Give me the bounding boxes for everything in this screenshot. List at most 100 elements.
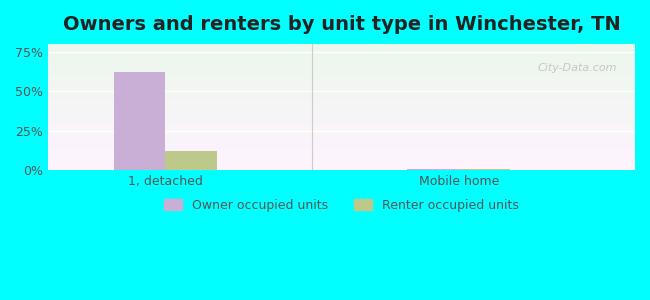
Bar [48, 119, 635, 120]
Bar [48, 86, 635, 87]
Bar [48, 152, 635, 153]
Bar [48, 68, 635, 69]
Bar [48, 150, 635, 151]
Bar [48, 139, 635, 140]
Bar [48, 146, 635, 147]
Bar [48, 106, 635, 107]
Bar [48, 78, 635, 79]
Bar [48, 87, 635, 88]
Bar [408, 169, 459, 170]
Bar [48, 82, 635, 83]
Bar [48, 57, 635, 58]
Bar [48, 50, 635, 51]
Bar [48, 114, 635, 115]
Bar [48, 140, 635, 141]
Bar [48, 165, 635, 166]
Bar [48, 63, 635, 64]
Bar [48, 54, 635, 55]
Bar [48, 77, 635, 78]
Bar [48, 136, 635, 137]
Bar [48, 135, 635, 136]
Bar [48, 157, 635, 158]
Bar [48, 158, 635, 159]
Bar [48, 80, 635, 81]
Bar [48, 79, 635, 80]
Bar [48, 81, 635, 82]
Bar [48, 124, 635, 125]
Bar [48, 101, 635, 102]
Bar [48, 96, 635, 97]
Bar [48, 168, 635, 169]
Bar [48, 153, 635, 154]
Bar [459, 169, 510, 170]
Bar [48, 148, 635, 149]
Bar [48, 99, 635, 100]
Bar [48, 163, 635, 164]
Bar [48, 121, 635, 122]
Bar [48, 55, 635, 56]
Bar [48, 70, 635, 71]
Bar [48, 89, 635, 90]
Bar [48, 108, 635, 109]
Bar [48, 93, 635, 94]
Bar [48, 94, 635, 95]
Bar [48, 48, 635, 49]
Bar [48, 115, 635, 116]
Bar [48, 100, 635, 101]
Bar [48, 118, 635, 119]
Bar [48, 151, 635, 152]
Bar [48, 141, 635, 142]
Bar [114, 72, 165, 170]
Bar [48, 169, 635, 170]
Bar [48, 52, 635, 53]
Bar [48, 145, 635, 146]
Bar [48, 149, 635, 150]
Legend: Owner occupied units, Renter occupied units: Owner occupied units, Renter occupied un… [159, 194, 524, 217]
Bar [48, 132, 635, 133]
Bar [48, 56, 635, 57]
Bar [48, 88, 635, 89]
Bar [48, 61, 635, 62]
Bar [48, 107, 635, 108]
Bar [48, 84, 635, 85]
Bar [48, 137, 635, 138]
Bar [48, 45, 635, 46]
Bar [48, 65, 635, 66]
Bar [48, 130, 635, 131]
Bar [48, 128, 635, 129]
Bar [48, 155, 635, 156]
Bar [48, 90, 635, 91]
Bar [48, 161, 635, 162]
Bar [48, 120, 635, 121]
Bar [48, 131, 635, 132]
Bar [48, 83, 635, 84]
Bar [48, 102, 635, 103]
Bar [48, 159, 635, 160]
Bar [48, 129, 635, 130]
Bar [48, 71, 635, 72]
Bar [48, 111, 635, 112]
Bar [48, 61, 635, 62]
Bar [48, 69, 635, 70]
Bar [48, 104, 635, 105]
Bar [48, 122, 635, 123]
Bar [48, 164, 635, 165]
Bar [165, 151, 216, 170]
Bar [48, 59, 635, 60]
Bar [48, 116, 635, 117]
Bar [48, 66, 635, 67]
Bar [48, 98, 635, 99]
Bar [48, 144, 635, 145]
Bar [48, 127, 635, 128]
Bar [48, 110, 635, 111]
Bar [48, 91, 635, 92]
Bar [48, 134, 635, 135]
Bar [48, 105, 635, 106]
Bar [48, 113, 635, 114]
Text: City-Data.com: City-Data.com [538, 63, 617, 73]
Bar [48, 64, 635, 65]
Bar [48, 46, 635, 47]
Bar [48, 167, 635, 168]
Bar [48, 126, 635, 127]
Bar [48, 154, 635, 155]
